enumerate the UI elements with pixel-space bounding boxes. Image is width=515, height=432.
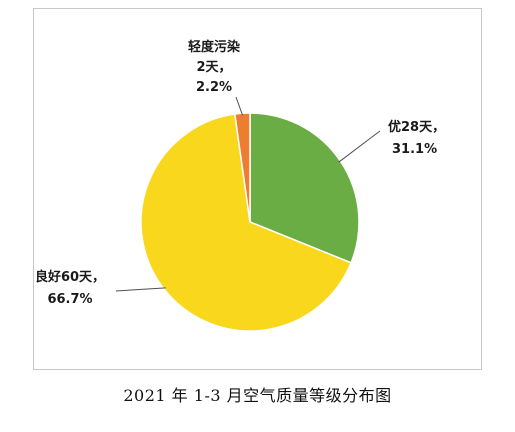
label-good: 良好60天， 66.7% [35,269,105,307]
label-good-percent: 66.7% [47,292,92,307]
label-excellent-percent: 31.1% [392,142,437,157]
label-light-pollution-percent: 2.2% [196,80,232,95]
slice-light-pollution [233,112,251,223]
label-excellent: 优28天， 31.1% [388,119,445,157]
leader-line-excellent [338,130,381,163]
leader-line-good [115,287,166,292]
label-good-days: 60天， [61,270,105,285]
label-excellent-name: 优 [388,119,401,135]
leader-lines-layer [115,96,381,292]
label-excellent-days: 28天， [401,120,445,135]
svg-text:良好60天，: 良好60天， [35,269,105,285]
label-light-pollution: 轻度污染 2天， 2.2% [188,39,241,95]
slice-good [140,113,353,332]
label-good-name: 良好 [35,269,61,285]
chart-caption: 2021 年 1-3 月空气质量等级分布图 [123,386,392,405]
label-light-pollution-days: 2天， [196,60,231,75]
svg-text:优28天，: 优28天， [388,119,445,135]
slices-layer [140,112,360,332]
label-light-pollution-name: 轻度污染 [188,39,241,55]
leader-line-light-pollution [235,96,244,116]
